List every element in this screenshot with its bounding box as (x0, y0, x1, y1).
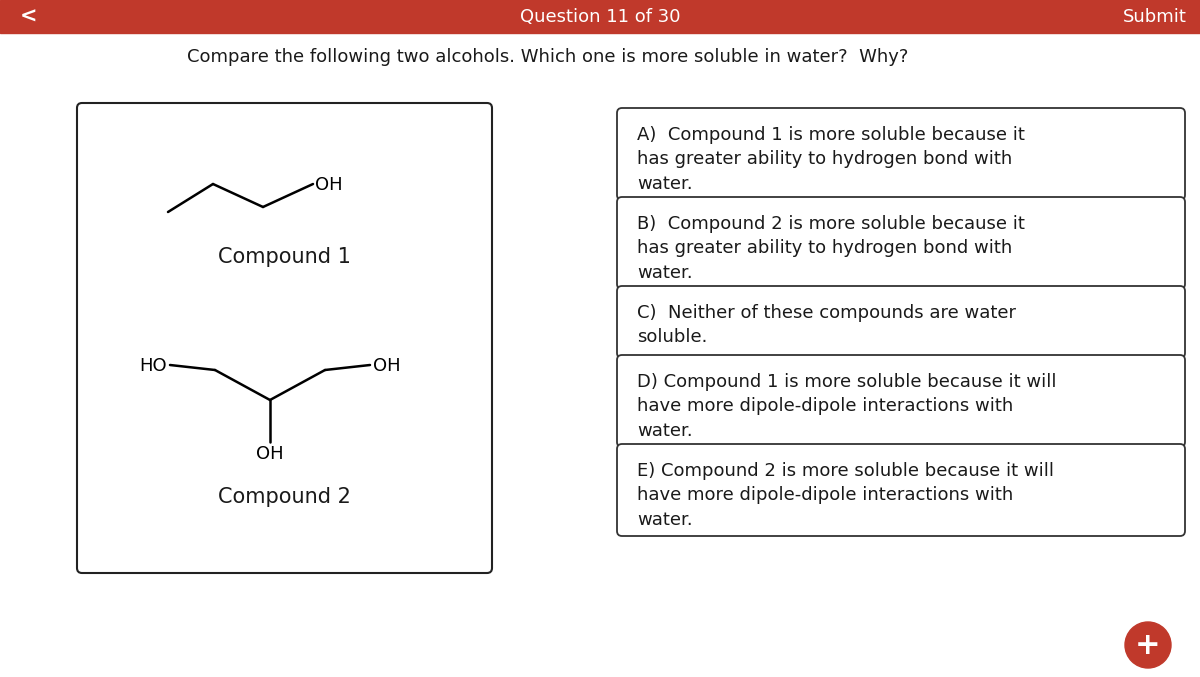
Text: Submit: Submit (1123, 7, 1187, 26)
Text: Compound 1: Compound 1 (217, 247, 350, 267)
FancyBboxPatch shape (77, 103, 492, 573)
Text: C)  Neither of these compounds are water
soluble.: C) Neither of these compounds are water … (637, 304, 1016, 347)
Text: OH: OH (314, 176, 343, 194)
Text: HO: HO (139, 357, 167, 375)
Text: Compare the following two alcohols. Which one is more soluble in water?  Why?: Compare the following two alcohols. Whic… (187, 48, 908, 66)
Text: Compound 2: Compound 2 (217, 487, 350, 507)
FancyBboxPatch shape (617, 286, 1186, 358)
FancyBboxPatch shape (617, 444, 1186, 536)
FancyBboxPatch shape (617, 108, 1186, 200)
Text: Question 11 of 30: Question 11 of 30 (520, 7, 680, 26)
Text: OH: OH (373, 357, 401, 375)
FancyBboxPatch shape (617, 197, 1186, 289)
Circle shape (1126, 622, 1171, 668)
Text: D) Compound 1 is more soluble because it will
have more dipole-dipole interactio: D) Compound 1 is more soluble because it… (637, 373, 1056, 439)
Text: OH: OH (256, 445, 284, 463)
Text: E) Compound 2 is more soluble because it will
have more dipole-dipole interactio: E) Compound 2 is more soluble because it… (637, 462, 1054, 529)
Text: A)  Compound 1 is more soluble because it
has greater ability to hydrogen bond w: A) Compound 1 is more soluble because it… (637, 126, 1025, 192)
Text: <: < (19, 7, 37, 26)
Text: +: + (1135, 630, 1160, 659)
FancyBboxPatch shape (617, 355, 1186, 447)
Bar (0, 0, 1200, 33)
Text: B)  Compound 2 is more soluble because it
has greater ability to hydrogen bond w: B) Compound 2 is more soluble because it… (637, 215, 1025, 282)
